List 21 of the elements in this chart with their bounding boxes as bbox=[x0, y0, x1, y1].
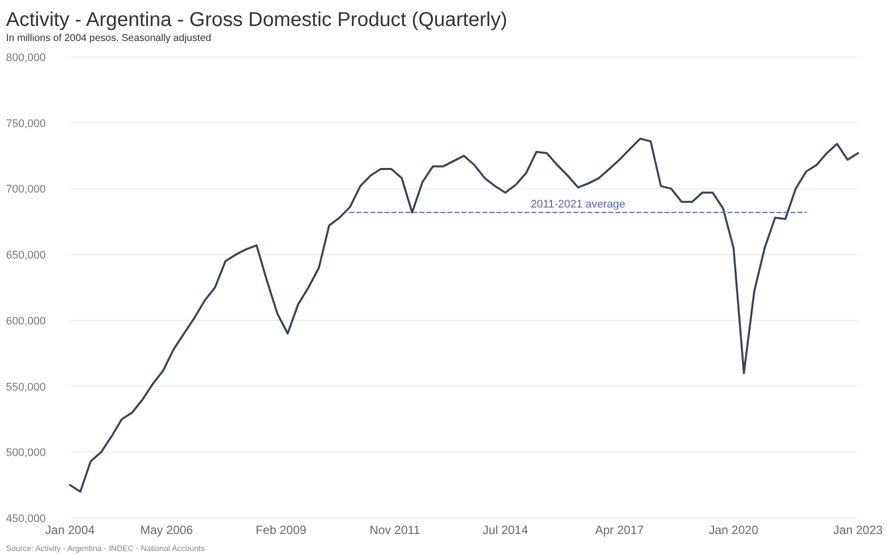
series-label: 2011-2021 average bbox=[530, 198, 626, 210]
y-tick-label: 800,000 bbox=[6, 52, 46, 64]
y-tick-label: 450,000 bbox=[6, 513, 46, 525]
y-tick-label: 650,000 bbox=[6, 250, 46, 262]
x-tick-label: Jan 2004 bbox=[45, 523, 96, 537]
x-tick-label: Apr 2017 bbox=[595, 523, 644, 537]
y-tick-label: 500,000 bbox=[6, 447, 46, 460]
x-tick-label: May 2006 bbox=[140, 523, 194, 537]
y-tick-label: 750,000 bbox=[6, 118, 46, 130]
x-tick-label: Jan 2020 bbox=[708, 523, 759, 537]
line-series bbox=[69, 138, 859, 493]
y-tick-label: 700,000 bbox=[6, 184, 46, 196]
chart-title: Activity - Argentina - Gross Domestic Product (Quarterly) bbox=[6, 9, 508, 31]
x-tick-label: Nov 2011 bbox=[370, 523, 420, 537]
x-tick-label: Jan 2023 bbox=[833, 523, 884, 537]
chart-subtitle: In millions of 2004 pesos. Seasonally adjusted bbox=[6, 33, 212, 44]
source-note: Source: Activity - Argentina - INDEC - National Accounts bbox=[6, 544, 205, 553]
x-tick-label: Jul 2014 bbox=[482, 523, 528, 537]
y-tick-label: 550,000 bbox=[6, 381, 46, 394]
y-tick-label: 600,000 bbox=[6, 315, 46, 328]
x-tick-label: Feb 2009 bbox=[256, 523, 307, 537]
